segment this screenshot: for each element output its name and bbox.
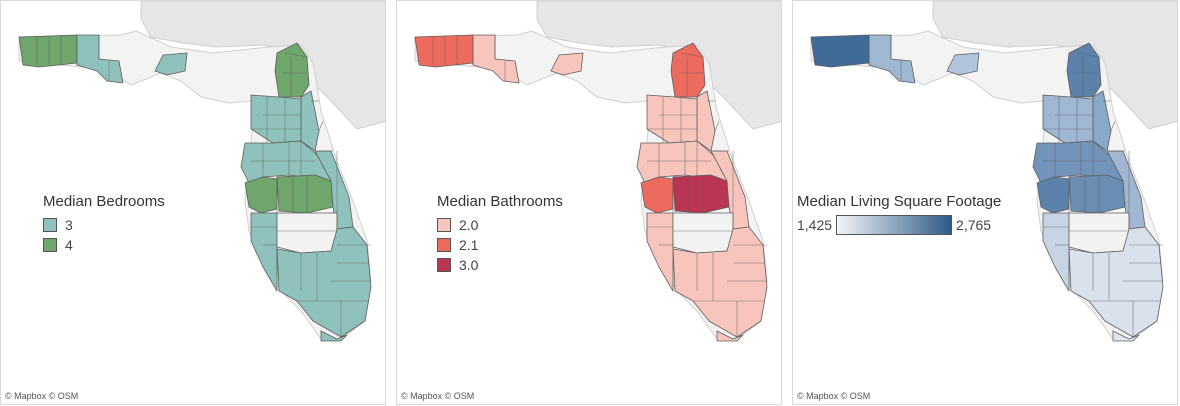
legend-label: 2.1 [459, 237, 479, 253]
county-borders [432, 35, 767, 337]
legend-max-label: 2,765 [956, 217, 992, 233]
legend-title: Median Bedrooms [43, 193, 165, 210]
map-panel-square-footage[interactable]: Median Living Square Footage 1,425 2,765 © … [792, 0, 1178, 405]
legend-swatch [437, 238, 451, 252]
legend-label: 3 [65, 217, 73, 233]
county-region-northeast[interactable] [670, 42, 706, 98]
county-borders [36, 35, 371, 337]
county-regions[interactable] [414, 34, 768, 342]
map-panel-bathrooms[interactable]: Median Bathrooms 2.0 2.1 3.0 © Mapbox © OSM [396, 0, 782, 405]
county-region-panhandle-west[interactable] [810, 34, 870, 68]
county-region-south-interior[interactable] [672, 212, 734, 254]
legend-item[interactable]: 2.1 [437, 235, 563, 255]
county-region-big-bend[interactable] [946, 52, 980, 76]
map-credit[interactable]: © Mapbox © OSM [5, 391, 79, 401]
county-region-tampa[interactable] [1036, 176, 1070, 214]
county-region-northeast[interactable] [1066, 42, 1102, 98]
county-region-keys[interactable] [716, 330, 744, 342]
county-region-big-bend[interactable] [550, 52, 584, 76]
legend-title: Median Bathrooms [437, 193, 563, 210]
legend-item[interactable]: 2.0 [437, 215, 563, 235]
county-region-south-interior[interactable] [1068, 212, 1130, 254]
county-region-keys[interactable] [1112, 330, 1140, 342]
county-region-polk[interactable] [1068, 174, 1126, 214]
county-region-tampa[interactable] [244, 176, 278, 214]
map-canvas[interactable] [1, 1, 386, 405]
county-region-polk[interactable] [276, 174, 334, 214]
legend-item[interactable]: 3.0 [437, 255, 563, 275]
map-canvas[interactable] [793, 1, 1178, 405]
legend-gradient-bar [836, 215, 953, 235]
map-legend: Median Living Square Footage 1,425 2,765 [797, 193, 1001, 235]
county-regions[interactable] [810, 34, 1164, 342]
legend-swatch [43, 218, 57, 232]
legend-swatch [437, 258, 451, 272]
legend-label: 4 [65, 237, 73, 253]
legend-label: 2.0 [459, 217, 479, 233]
legend-item[interactable]: 4 [43, 235, 165, 255]
legend-title: Median Living Square Footage [797, 193, 1002, 210]
map-legend: Median Bedrooms 3 4 [43, 193, 165, 255]
legend-swatch [437, 218, 451, 232]
county-region-panhandle-west[interactable] [414, 34, 474, 68]
legend-label: 3.0 [459, 257, 479, 273]
map-panel-bedrooms[interactable]: Median Bedrooms 3 4 © Mapbox © OSM [0, 0, 386, 405]
legend-swatch [43, 238, 57, 252]
map-credit[interactable]: © Mapbox © OSM [797, 391, 871, 401]
county-borders [828, 35, 1163, 337]
map-credit[interactable]: © Mapbox © OSM [401, 391, 475, 401]
legend-gradient-row: 1,425 2,765 [797, 215, 1001, 235]
county-regions[interactable] [18, 34, 372, 342]
county-region-panhandle-west[interactable] [18, 34, 78, 68]
legend-item[interactable]: 3 [43, 215, 165, 235]
map-canvas[interactable] [397, 1, 782, 405]
county-region-tampa[interactable] [640, 176, 674, 214]
legend-min-label: 1,425 [797, 217, 833, 233]
map-legend: Median Bathrooms 2.0 2.1 3.0 [437, 193, 563, 275]
county-region-keys[interactable] [320, 330, 348, 342]
county-region-big-bend[interactable] [154, 52, 188, 76]
county-region-polk[interactable] [672, 174, 730, 214]
county-region-northeast[interactable] [274, 42, 310, 98]
county-region-south-interior[interactable] [276, 212, 338, 254]
